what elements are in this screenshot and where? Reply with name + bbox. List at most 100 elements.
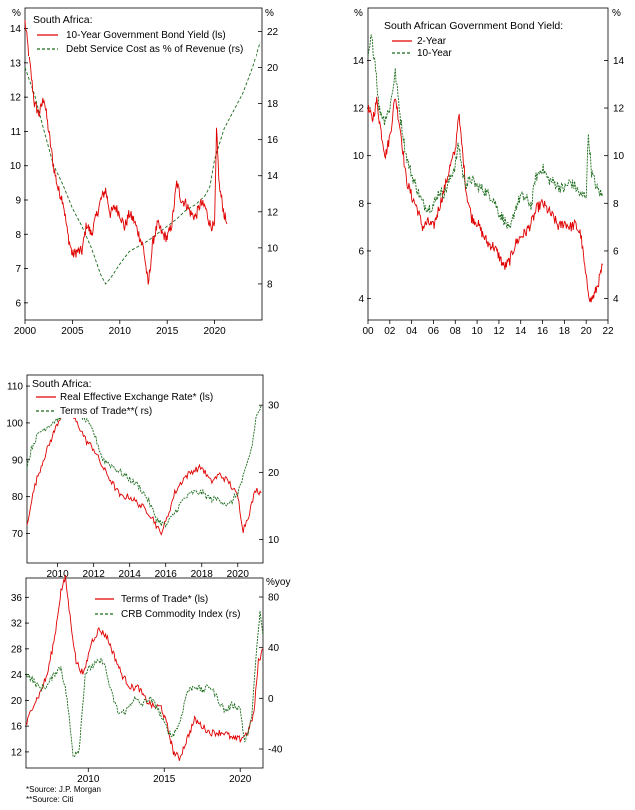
chart4-left-tick-label-3: 24 <box>11 670 23 681</box>
chart2-xtick-label-1: 02 <box>384 326 396 337</box>
chart1-right-tick-label-4: 16 <box>267 135 279 146</box>
chart2-legend-10y: 10-Year <box>417 48 452 59</box>
chart1-left-tick-label-1: 7 <box>15 264 21 275</box>
chart1-xtick-label-4: 2020 <box>203 326 226 337</box>
chart4-right-tick-label-1: 0 <box>268 694 274 705</box>
chart1-right-tick-label-1: 10 <box>267 243 279 254</box>
chart1-series-red-line <box>24 19 228 285</box>
chart2-legend-bg <box>378 15 578 63</box>
chart3-series-green-line <box>26 405 262 528</box>
chart3-right-tick-label-1: 20 <box>268 468 280 479</box>
chart2-frame <box>367 7 609 321</box>
chart4-right-tick-label-3: 80 <box>268 593 280 604</box>
chart2-series-red-line <box>367 96 603 303</box>
chart1-left-tick-label-3: 9 <box>15 196 21 207</box>
chart1-right-tick-label-5: 18 <box>267 99 279 110</box>
chart2-left-tick-label-5: 14 <box>353 56 365 67</box>
chart1-right-tick-label-0: 8 <box>267 279 273 290</box>
chart4-right-tick-label-2: 40 <box>268 643 280 654</box>
chart4-xtick-label-1: 2015 <box>153 774 176 785</box>
chart3-series-red-line <box>26 405 262 536</box>
chart-sa-bond-debt: % % 6 7 8 9 10 11 12 13 14 8 10 12 14 16 18 20 22 2000 200… <box>10 7 279 337</box>
chart4-left-tick-label-4: 28 <box>11 644 23 655</box>
chart3-left-tick-label-2: 90 <box>12 455 24 466</box>
chart2-left-tick-label-4: 12 <box>353 104 365 115</box>
chart4-right-tick-label-0: -40 <box>268 745 283 756</box>
chart1-xtick-label-3: 2015 <box>156 326 179 337</box>
chart2-xtick-label-11: 22 <box>602 326 614 337</box>
chart4-legend-crb: CRB Commodity Index (rs) <box>121 609 240 620</box>
chart3-legend-tot: Terms of Trade**( rs) <box>60 406 152 417</box>
chart3-xtick-label-2: 2014 <box>119 569 142 580</box>
chart2-left-tick-label-3: 10 <box>353 151 365 162</box>
chart4-left-tick-label-0: 12 <box>11 747 23 758</box>
chart1-xtick-label-1: 2005 <box>61 326 84 337</box>
chart2-right-tick-label-1: 6 <box>613 246 619 257</box>
chart1-legend-bg <box>29 11 256 57</box>
chart4-left-tick-label-2: 20 <box>11 696 23 707</box>
chart1-left-tick-label-5: 11 <box>11 127 22 138</box>
chart4-left-tick-label-1: 16 <box>11 722 23 733</box>
chart2-xtick-label-8: 16 <box>537 326 549 337</box>
chart1-left-tick-label-8: 14 <box>10 24 22 35</box>
chart2-xtick-label-10: 20 <box>581 326 593 337</box>
chart2-xtick-label-9: 18 <box>559 326 571 337</box>
chart1-left-tick-label-0: 6 <box>15 298 21 309</box>
chart2-right-unit: % <box>612 8 621 19</box>
chart3-title: South Africa: <box>32 378 92 390</box>
chart2-right-tick-label-0: 4 <box>613 294 619 305</box>
chart1-xtick-label-2: 2010 <box>109 326 132 337</box>
chart3-xtick-label-0: 2010 <box>47 569 70 580</box>
chart4-xtick-label-0: 2010 <box>77 774 100 785</box>
chart2-xtick-label-4: 08 <box>450 326 462 337</box>
chart2-title: South African Government Bond Yield: <box>384 20 563 32</box>
chart1-left-tick-label-4: 10 <box>10 161 22 172</box>
chart4-series-green-line <box>25 610 264 758</box>
chart2-legend-2y: 2-Year <box>417 36 447 47</box>
chart4-xtick-label-2: 2020 <box>229 774 252 785</box>
chart3-xtick-label-3: 2016 <box>155 569 178 580</box>
chart1-series-green-line <box>24 42 261 285</box>
chart1-left-unit: % <box>12 8 21 19</box>
chart2-xtick-label-7: 14 <box>515 326 527 337</box>
chart3-left-tick-label-1: 80 <box>12 492 24 503</box>
chart3-frame <box>26 374 264 564</box>
chart3-legend-reer: Real Effective Exchange Rate* (ls) <box>60 392 213 403</box>
chart2-series-green-line <box>367 34 603 230</box>
chart4-series-red-line <box>25 574 264 761</box>
chart2-xtick-label-2: 04 <box>406 326 418 337</box>
chart1-legend-debt: Debt Service Cost as % of Revenue (rs) <box>66 44 243 55</box>
chart-sa-reer-tot: 70 80 90 100 110 10 20 30 2010 2012 2014 2016 2018 20… <box>6 374 280 580</box>
chart3-right-tick-label-2: 30 <box>268 401 280 412</box>
chart1-right-tick-label-6: 20 <box>267 63 279 74</box>
chart1-right-tick-label-3: 14 <box>267 171 279 182</box>
footnote-jpmorgan: *Source: J.P. Morgan <box>26 785 102 794</box>
chart2-xtick-label-0: 00 <box>362 326 374 337</box>
chart4-legend-bg <box>90 590 250 624</box>
chart2-left-tick-label-1: 6 <box>358 246 364 257</box>
chart2-xtick-label-6: 12 <box>493 326 505 337</box>
chart2-left-tick-label-2: 8 <box>358 199 364 210</box>
chart1-frame <box>24 7 263 321</box>
chart3-xtick-label-4: 2018 <box>191 569 214 580</box>
chart4-legend-tot: Terms of Trade* (ls) <box>121 594 208 605</box>
chart1-legend-bond: 10-Year Government Bond Yield (ls) <box>66 30 226 41</box>
chart2-left-unit: % <box>354 8 363 19</box>
chart3-xtick-label-5: 2020 <box>227 569 250 580</box>
chart1-left-tick-label-6: 12 <box>10 93 22 104</box>
chart1-right-unit: % <box>265 8 274 19</box>
chart1-title: South Africa: <box>33 14 93 26</box>
chart2-right-tick-label-4: 12 <box>613 104 625 115</box>
chart3-left-tick-label-4: 110 <box>7 382 23 393</box>
chart3-xtick-label-1: 2012 <box>83 569 106 580</box>
chart4-left-tick-label-6: 36 <box>11 593 23 604</box>
chart2-right-tick-label-2: 8 <box>613 199 619 210</box>
chart-sa-2y-10y: % % 4 6 8 10 12 14 4 6 8 10 12 14 00 02 04 06 08 10 12 14 16… <box>353 7 625 337</box>
chart1-right-tick-label-7: 22 <box>267 27 279 38</box>
chart1-left-tick-label-2: 8 <box>15 230 21 241</box>
chart4-right-unit: %yoy <box>266 577 290 588</box>
chart1-xtick-label-0: 2000 <box>14 326 37 337</box>
chart2-xtick-label-3: 06 <box>428 326 440 337</box>
